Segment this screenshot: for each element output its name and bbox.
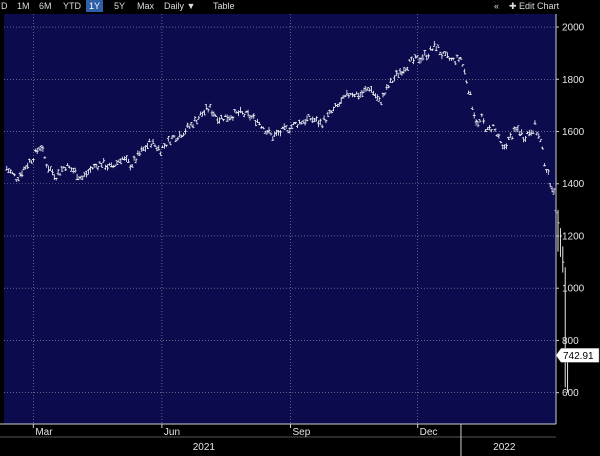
x-tick-label: Jun <box>164 427 180 438</box>
y-tick-label: 1400 <box>562 179 585 190</box>
last-value-marker: 742.91 <box>555 348 600 363</box>
toolbar-button-max[interactable]: Max <box>137 1 155 11</box>
gear-icon: ✚ <box>509 1 520 11</box>
y-tick-label: 1600 <box>562 127 585 138</box>
toolbar-button-1m[interactable]: 1M <box>17 1 30 11</box>
x-year-label: 2022 <box>493 442 516 453</box>
grid-lines <box>4 14 556 424</box>
x-tick-label: Sep <box>292 427 310 438</box>
toolbar-button-6m[interactable]: 6M <box>39 1 52 11</box>
price-series <box>5 40 570 393</box>
y-tick-label: 800 <box>562 336 579 347</box>
chart-toolbar: D 1M 6M YTD 1Y 5Y Max Daily ▼ Table « ✚ Edit Chart <box>0 0 600 12</box>
y-tick-label: 1200 <box>562 231 585 242</box>
edit-chart-button[interactable]: ✚ Edit Chart <box>506 0 562 12</box>
edit-chart-label: Edit Chart <box>519 1 560 11</box>
x-tick-label: Dec <box>420 427 438 438</box>
toolbar-button-5y[interactable]: 5Y <box>114 1 126 11</box>
y-tick-label: 1000 <box>562 284 585 295</box>
toolbar-button-d[interactable]: D <box>1 1 8 11</box>
toolbar-button-ytd[interactable]: YTD <box>63 1 81 11</box>
double-chevron-left-icon[interactable]: « <box>494 1 500 11</box>
x-year-label: 2021 <box>193 442 216 453</box>
y-axis: 600 800 1000 1200 1400 1600 1800 2000 <box>555 14 585 424</box>
toolbar-button-1y[interactable]: 1Y <box>86 0 104 12</box>
y-tick-label: 600 <box>562 388 579 399</box>
toolbar-button-daily[interactable]: Daily ▼ <box>164 1 196 11</box>
toolbar-button-table[interactable]: Table <box>213 1 235 11</box>
y-tick-label: 2000 <box>562 23 585 34</box>
last-value-label: 742.91 <box>563 351 594 362</box>
x-tick-label: Mar <box>35 427 53 438</box>
x-axis: Mar Jun Sep Dec 2021 2022 <box>0 423 556 456</box>
plot-area <box>4 14 556 424</box>
last-value-box <box>555 348 600 363</box>
y-tick-label: 1800 <box>562 75 585 86</box>
